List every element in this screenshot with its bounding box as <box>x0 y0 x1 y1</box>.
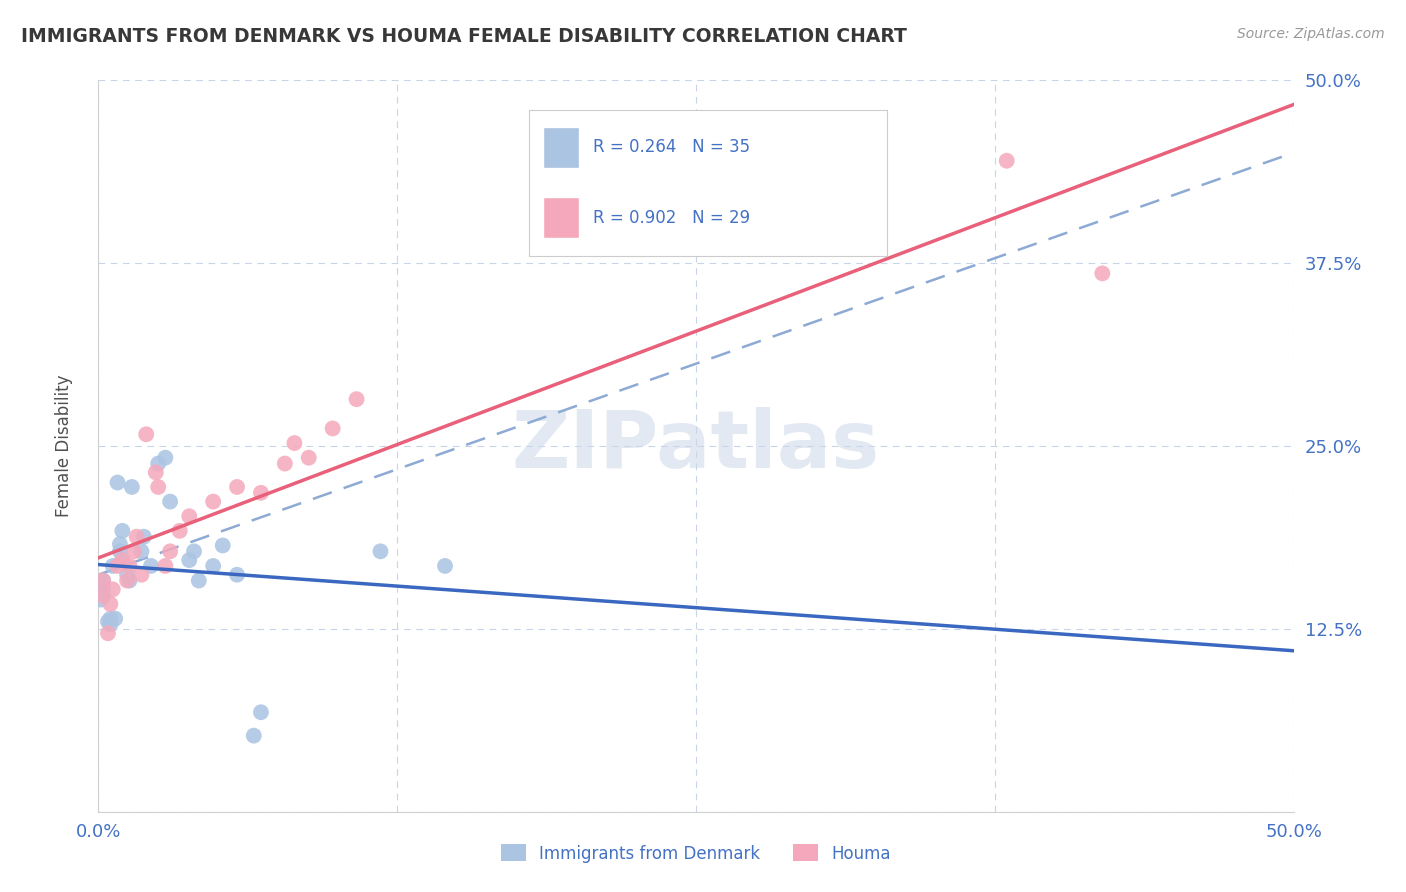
Point <box>179 509 201 524</box>
Point <box>97 615 120 629</box>
Point <box>187 574 209 588</box>
Point <box>124 544 146 558</box>
Point <box>111 524 134 538</box>
Point <box>101 582 124 597</box>
Point <box>90 585 112 599</box>
Point <box>115 574 138 588</box>
Point <box>111 553 134 567</box>
Point <box>148 457 170 471</box>
Point <box>202 494 225 508</box>
Point <box>104 612 127 626</box>
Point <box>183 544 205 558</box>
Point <box>145 466 167 480</box>
Point <box>250 705 273 719</box>
Point <box>274 457 297 471</box>
Point <box>148 480 170 494</box>
Point <box>132 530 155 544</box>
Point <box>298 450 321 465</box>
Point <box>91 574 114 588</box>
Point <box>115 567 138 582</box>
Point <box>243 729 266 743</box>
Point <box>322 421 344 435</box>
Point <box>155 558 177 573</box>
Point <box>108 537 131 551</box>
Point <box>121 480 143 494</box>
Point <box>125 530 148 544</box>
Point <box>159 544 181 558</box>
Point <box>135 427 157 442</box>
Point <box>202 558 225 573</box>
Point <box>90 578 112 592</box>
Point <box>169 524 191 538</box>
Text: Source: ZipAtlas.com: Source: ZipAtlas.com <box>1237 27 1385 41</box>
Text: IMMIGRANTS FROM DENMARK VS HOUMA FEMALE DISABILITY CORRELATION CHART: IMMIGRANTS FROM DENMARK VS HOUMA FEMALE … <box>21 27 907 45</box>
Point <box>1091 266 1114 280</box>
Point <box>131 567 153 582</box>
Point <box>131 544 153 558</box>
Point <box>434 558 457 573</box>
Point <box>90 592 112 607</box>
Point <box>91 574 114 588</box>
Point <box>346 392 368 407</box>
Legend: Immigrants from Denmark, Houma: Immigrants from Denmark, Houma <box>494 838 898 869</box>
Point <box>211 539 233 553</box>
Y-axis label: Female Disability: Female Disability <box>55 375 73 517</box>
Point <box>370 544 392 558</box>
Point <box>226 567 249 582</box>
Point <box>91 581 114 595</box>
Point <box>90 588 112 602</box>
Point <box>179 553 201 567</box>
Point <box>107 475 129 490</box>
Point <box>97 626 120 640</box>
Point <box>107 558 129 573</box>
Point <box>995 153 1018 168</box>
Point <box>101 558 124 573</box>
Point <box>155 450 177 465</box>
Point <box>98 597 122 611</box>
Point <box>226 480 249 494</box>
Text: ZIPatlas: ZIPatlas <box>512 407 880 485</box>
Point <box>250 485 273 500</box>
Point <box>108 544 131 558</box>
Point <box>118 574 141 588</box>
Point <box>91 588 114 602</box>
Point <box>98 612 122 626</box>
Point <box>139 558 162 573</box>
Point <box>98 617 122 632</box>
Point <box>283 436 305 450</box>
Point <box>118 558 141 573</box>
Point <box>159 494 181 508</box>
Point <box>111 553 134 567</box>
